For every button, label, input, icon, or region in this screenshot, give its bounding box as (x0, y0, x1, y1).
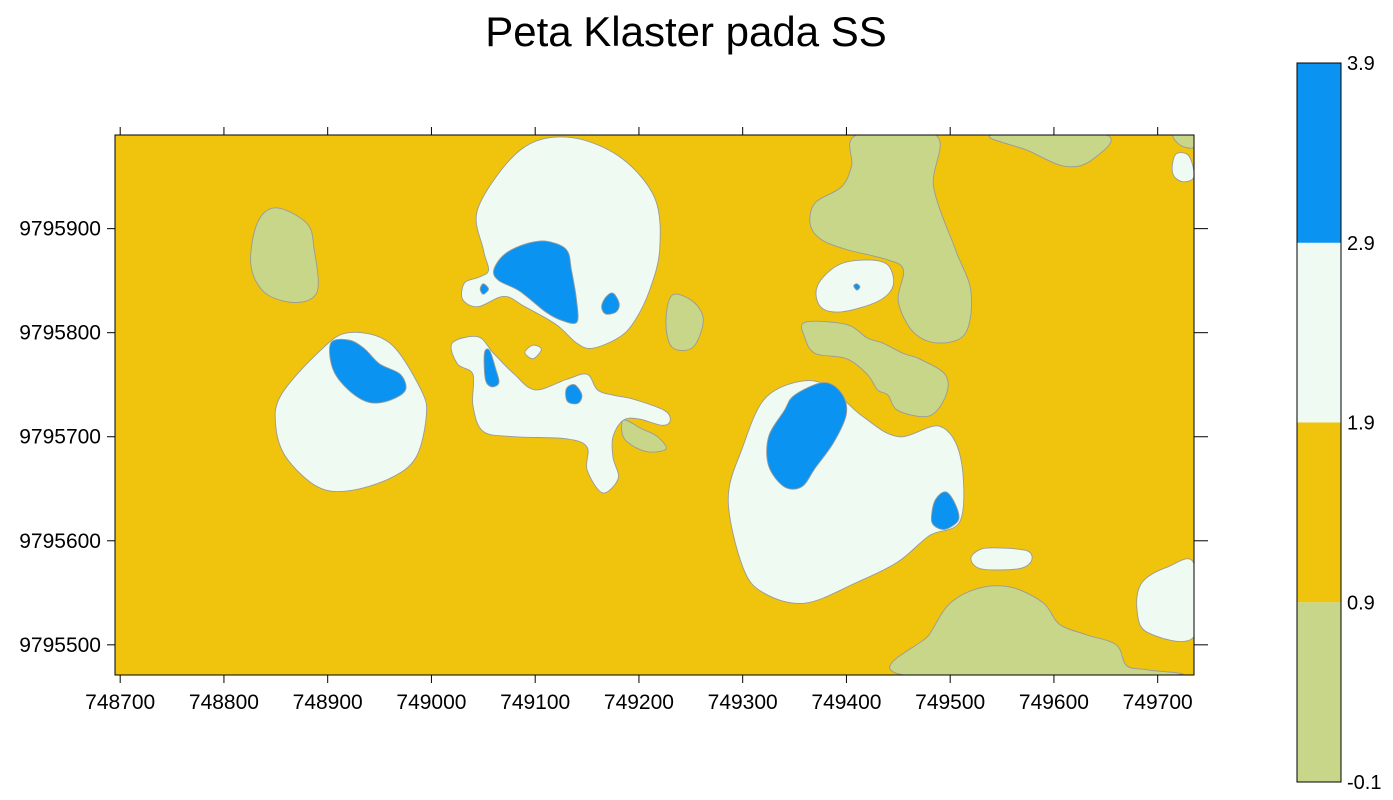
colorbar: -0.1 0.9 1.9 2.9 3.9 (1296, 53, 1381, 794)
contour-region (601, 292, 620, 315)
axes: 748700 748800 748900 749000 749100 749200 7493… (19, 127, 1208, 714)
chart-title: Peta Klaster pada SS (485, 8, 887, 55)
y-tick-label: 9795900 (19, 218, 101, 241)
colorbar-swatch (1297, 242, 1341, 423)
contour-region (800, 320, 949, 418)
contour-region (483, 348, 500, 388)
contour-region (524, 344, 542, 360)
contour-region (250, 207, 319, 303)
contour-region (766, 382, 848, 490)
x-tick-label: 749000 (396, 691, 466, 714)
x-tick-label: 748900 (293, 691, 363, 714)
contour-region (970, 547, 1033, 571)
y-tick-label: 9795500 (19, 634, 101, 657)
colorbar-swatch (1297, 422, 1341, 603)
y-tick-label: 9795800 (19, 322, 101, 345)
plot-frame (114, 134, 1195, 676)
contour-region (665, 293, 704, 351)
colorbar-label: 3.9 (1347, 53, 1375, 75)
contour-region (621, 419, 667, 453)
contour-region (930, 491, 960, 530)
contour-region (809, 135, 973, 344)
colorbar-label: 1.9 (1347, 413, 1375, 435)
colorbar-swatch (1297, 63, 1341, 243)
y-tick-label: 9795700 (19, 426, 101, 449)
x-tick-label: 749400 (811, 691, 881, 714)
contour-region (1171, 152, 1194, 183)
contour-region (493, 240, 579, 324)
x-tick-label: 749100 (500, 691, 570, 714)
contour-region (1172, 135, 1194, 149)
colorbar-label: -0.1 (1347, 772, 1381, 794)
contour-region (1136, 558, 1194, 642)
x-tick-label: 748700 (85, 691, 155, 714)
x-tick-label: 749200 (604, 691, 674, 714)
contour-region (329, 338, 407, 404)
contour-region (479, 283, 489, 295)
contour-region (565, 384, 583, 405)
contour-region (988, 135, 1112, 168)
colorbar-label: 0.9 (1347, 592, 1375, 614)
x-tick-label: 748800 (189, 691, 259, 714)
x-tick-label: 749600 (1019, 691, 1089, 714)
contour-region (889, 585, 1184, 675)
plot-area (115, 135, 1194, 675)
contour-region (450, 335, 671, 494)
colorbar-frame (1296, 62, 1342, 783)
colorbar-swatch (1297, 602, 1341, 782)
x-tick-label: 749300 (708, 691, 778, 714)
colorbar-label: 2.9 (1347, 233, 1375, 255)
x-tick-label: 749500 (915, 691, 985, 714)
x-tick-label: 749700 (1123, 691, 1193, 714)
contour-region (853, 283, 861, 291)
y-tick-label: 9795600 (19, 530, 101, 553)
